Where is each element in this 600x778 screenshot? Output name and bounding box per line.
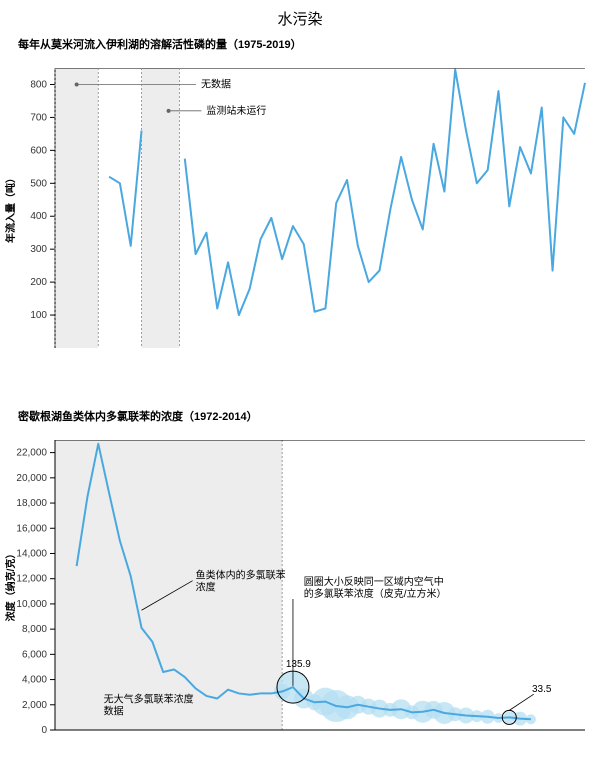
svg-text:4,000: 4,000 xyxy=(22,675,47,686)
svg-text:500: 500 xyxy=(30,178,47,189)
svg-text:18,000: 18,000 xyxy=(16,498,47,509)
svg-text:8,000: 8,000 xyxy=(22,624,47,635)
svg-text:300: 300 xyxy=(30,244,47,255)
chart2-subtitle: 密歇根湖鱼类体内多氯联苯的浓度（1972-2014） xyxy=(18,408,258,424)
svg-text:无大气多氯联苯浓度: 无大气多氯联苯浓度 xyxy=(104,692,194,705)
svg-text:600: 600 xyxy=(30,145,47,156)
svg-text:6,000: 6,000 xyxy=(22,649,47,660)
svg-text:10,000: 10,000 xyxy=(16,599,47,610)
svg-text:400: 400 xyxy=(30,211,47,222)
svg-text:22,000: 22,000 xyxy=(16,448,47,459)
chart1: 1970197519801985199019952000200520102015… xyxy=(0,68,600,368)
chart2: 1970197519801985199019952000200520102015… xyxy=(0,440,600,750)
svg-text:700: 700 xyxy=(30,112,47,123)
svg-text:200: 200 xyxy=(30,277,47,288)
svg-text:无数据: 无数据 xyxy=(201,77,231,90)
svg-text:鱼类体内的多氯联苯: 鱼类体内的多氯联苯 xyxy=(196,569,286,582)
svg-text:14,000: 14,000 xyxy=(16,548,47,559)
svg-text:33.5: 33.5 xyxy=(532,684,552,695)
page-title: 水污染 xyxy=(0,8,600,29)
svg-text:0: 0 xyxy=(41,725,47,736)
svg-text:圆圈大小反映同一区域内空气中: 圆圈大小反映同一区域内空气中 xyxy=(304,575,444,588)
svg-text:数据: 数据 xyxy=(104,704,124,717)
svg-text:100: 100 xyxy=(30,310,47,321)
svg-text:2,000: 2,000 xyxy=(22,700,47,711)
svg-text:监测站未运行: 监测站未运行 xyxy=(206,104,266,117)
svg-text:20,000: 20,000 xyxy=(16,473,47,484)
svg-text:年流入量（吨）: 年流入量（吨） xyxy=(4,173,17,243)
svg-text:的多氯联苯浓度（皮克/立方米）: 的多氯联苯浓度（皮克/立方米） xyxy=(304,587,447,600)
svg-text:16,000: 16,000 xyxy=(16,523,47,534)
svg-text:浓度（纳克/克）: 浓度（纳克/克） xyxy=(4,549,17,622)
svg-text:12,000: 12,000 xyxy=(16,574,47,585)
svg-text:135.9: 135.9 xyxy=(286,659,311,670)
chart1-subtitle: 每年从莫米河流入伊利湖的溶解活性磷的量（1975-2019） xyxy=(18,36,302,52)
svg-text:浓度: 浓度 xyxy=(196,581,216,594)
svg-text:800: 800 xyxy=(30,79,47,90)
